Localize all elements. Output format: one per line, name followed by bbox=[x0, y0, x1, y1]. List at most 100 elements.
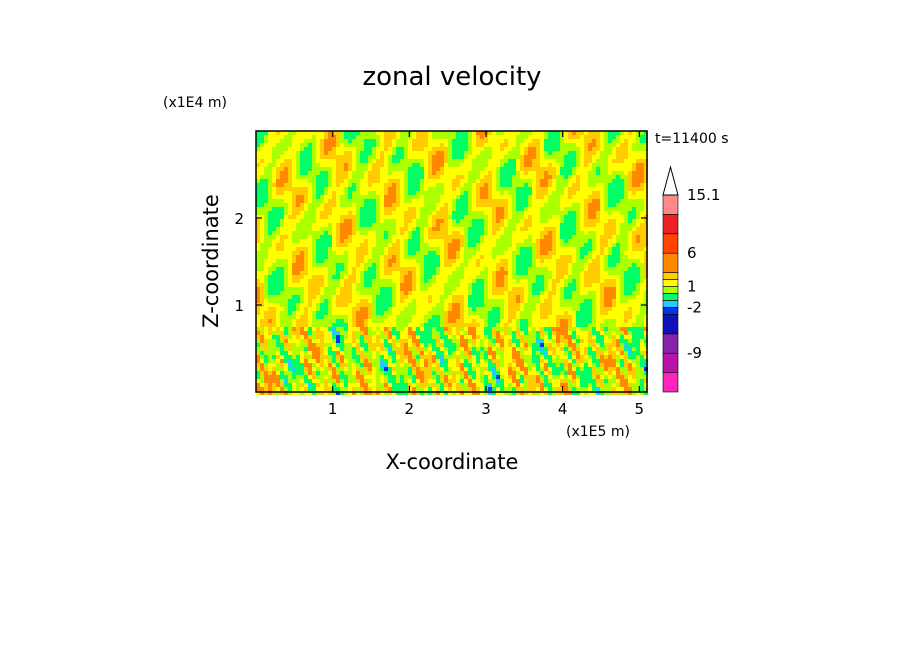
field-cell bbox=[320, 311, 324, 315]
field-cell bbox=[320, 187, 324, 191]
field-cell bbox=[644, 279, 648, 283]
field-cell bbox=[556, 291, 560, 295]
field-cell bbox=[572, 179, 576, 183]
field-cell bbox=[644, 259, 648, 263]
field-cell bbox=[284, 311, 288, 315]
field-cell bbox=[500, 147, 504, 151]
field-cell bbox=[416, 195, 420, 199]
field-cell bbox=[352, 243, 356, 247]
field-cell bbox=[560, 243, 564, 247]
field-cell bbox=[368, 311, 372, 315]
field-cell bbox=[516, 263, 520, 267]
field-cell bbox=[308, 251, 312, 255]
field-cell bbox=[524, 263, 528, 267]
field-cell bbox=[440, 279, 444, 283]
field-cell bbox=[504, 135, 508, 139]
field-cell bbox=[280, 235, 284, 239]
field-cell bbox=[556, 199, 560, 203]
field-cell bbox=[404, 151, 408, 155]
field-cell bbox=[584, 219, 588, 223]
field-cell bbox=[320, 131, 324, 135]
field-cell bbox=[272, 207, 276, 211]
field-cell bbox=[296, 323, 300, 327]
field-cell bbox=[540, 175, 544, 179]
field-cell bbox=[452, 163, 456, 167]
field-cell bbox=[576, 143, 580, 147]
field-cell bbox=[468, 287, 472, 291]
field-cell bbox=[284, 139, 288, 143]
field-cell bbox=[568, 171, 572, 175]
field-cell bbox=[548, 315, 552, 319]
field-cell bbox=[448, 207, 452, 211]
field-cell bbox=[572, 303, 576, 307]
field-cell bbox=[320, 183, 324, 187]
field-cell bbox=[628, 251, 632, 255]
field-cell bbox=[436, 159, 440, 163]
field-cell bbox=[460, 159, 464, 163]
field-cell bbox=[624, 235, 628, 239]
field-cell bbox=[456, 295, 460, 299]
field-cell bbox=[428, 139, 432, 143]
field-cell bbox=[448, 259, 452, 263]
field-cell bbox=[296, 299, 300, 303]
field-cell bbox=[296, 267, 300, 271]
field-cell bbox=[496, 155, 500, 159]
field-cell bbox=[464, 147, 468, 151]
field-cell bbox=[448, 195, 452, 199]
field-cell bbox=[572, 299, 576, 303]
field-cell bbox=[632, 279, 636, 283]
field-cell bbox=[400, 179, 404, 183]
field-cell bbox=[288, 251, 292, 255]
field-cell bbox=[572, 143, 576, 147]
field-cell bbox=[412, 239, 416, 243]
field-cell bbox=[352, 319, 356, 323]
field-cell bbox=[288, 143, 292, 147]
field-cell bbox=[584, 319, 588, 323]
field-cell bbox=[376, 239, 380, 243]
field-cell bbox=[336, 235, 340, 239]
field-cell bbox=[484, 235, 488, 239]
field-cell bbox=[644, 263, 648, 267]
field-cell bbox=[280, 167, 284, 171]
field-cell bbox=[312, 187, 316, 191]
field-cell bbox=[272, 163, 276, 167]
field-cell bbox=[340, 315, 344, 319]
field-cell bbox=[292, 315, 296, 319]
field-cell bbox=[412, 231, 416, 235]
field-cell bbox=[488, 159, 492, 163]
field-cell bbox=[608, 175, 612, 179]
field-cell bbox=[268, 191, 272, 195]
field-cell bbox=[468, 199, 472, 203]
field-cell bbox=[560, 275, 564, 279]
field-cell bbox=[580, 239, 584, 243]
field-cell bbox=[640, 287, 644, 291]
field-cell bbox=[560, 263, 564, 267]
field-cell bbox=[320, 267, 324, 271]
field-cell bbox=[408, 199, 412, 203]
field-cell bbox=[568, 167, 572, 171]
field-cell bbox=[472, 315, 476, 319]
field-cell bbox=[524, 207, 528, 211]
field-cell bbox=[436, 283, 440, 287]
field-cell bbox=[524, 235, 528, 239]
field-cell bbox=[440, 143, 444, 147]
field-cell bbox=[620, 307, 624, 311]
field-cell bbox=[368, 295, 372, 299]
field-cell bbox=[564, 279, 568, 283]
field-cell bbox=[576, 255, 580, 259]
field-cell bbox=[452, 211, 456, 215]
field-cell bbox=[284, 267, 288, 271]
field-cell bbox=[360, 227, 364, 231]
field-cell bbox=[620, 267, 624, 271]
field-cell bbox=[452, 279, 456, 283]
field-cell bbox=[500, 239, 504, 243]
field-cell bbox=[604, 303, 608, 307]
field-cell bbox=[396, 251, 400, 255]
field-cell bbox=[600, 163, 604, 167]
field-cell bbox=[416, 315, 420, 319]
field-cell bbox=[536, 251, 540, 255]
field-cell bbox=[296, 307, 300, 311]
field-cell bbox=[364, 227, 368, 231]
field-cell bbox=[284, 319, 288, 323]
field-cell bbox=[292, 215, 296, 219]
